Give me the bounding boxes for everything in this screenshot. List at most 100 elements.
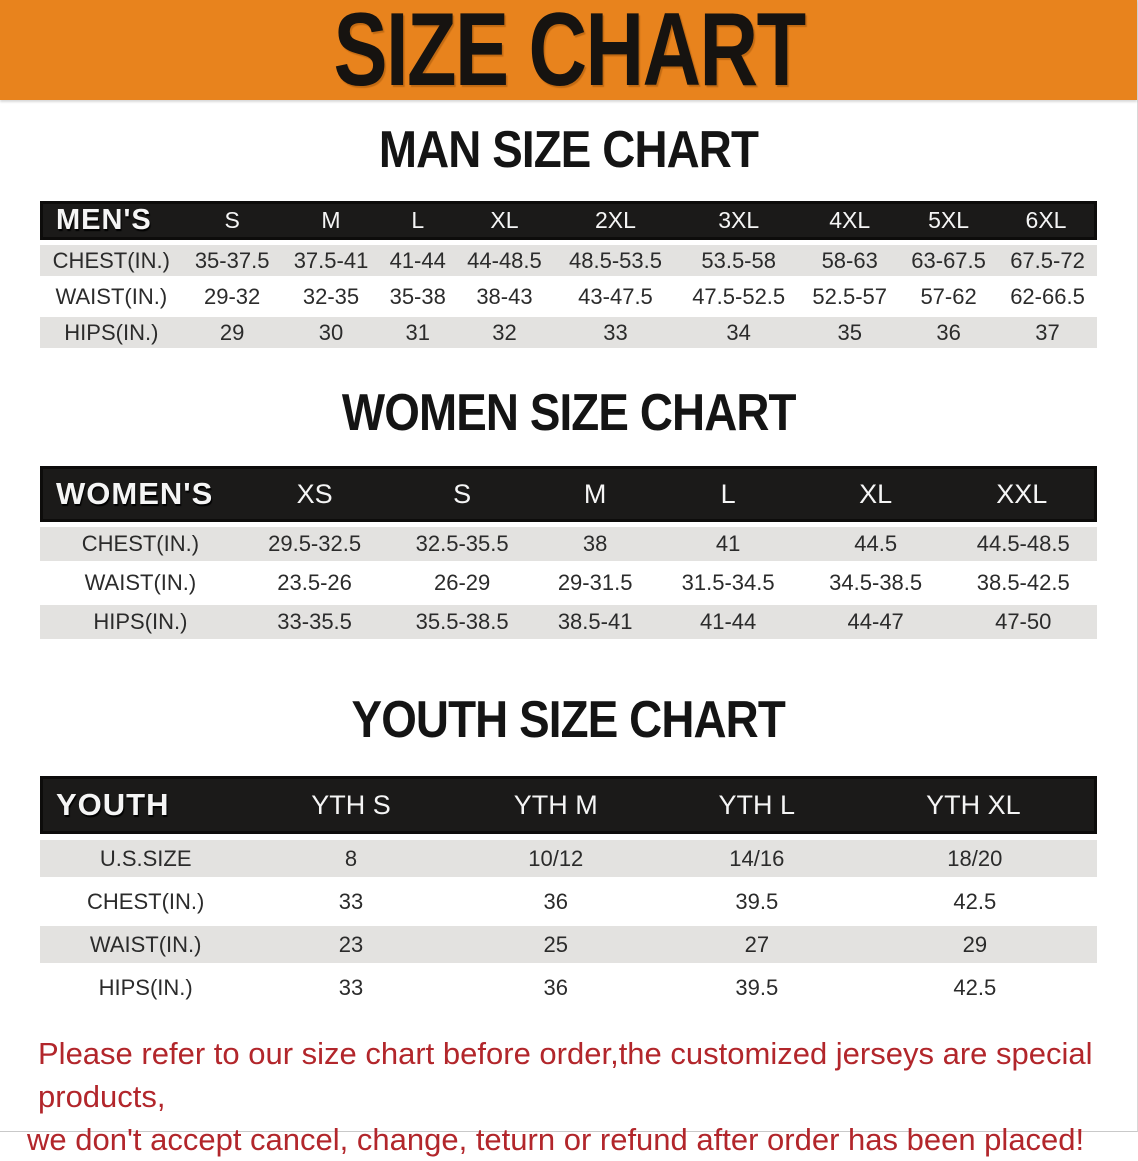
table-header-label: WOMEN'S xyxy=(40,466,241,522)
cell: 33 xyxy=(251,883,451,920)
table-header-label: YOUTH xyxy=(40,776,252,834)
column-header: XL xyxy=(455,201,554,240)
cell: 63-67.5 xyxy=(899,245,999,276)
cell: 48.5-53.5 xyxy=(553,245,678,276)
table-row: CHEST(IN.) 35-37.5 37.5-41 41-44 44-48.5 48.5… xyxy=(40,245,1097,276)
cell: 35-37.5 xyxy=(182,245,282,276)
cell: 33 xyxy=(251,969,451,1006)
row-label: HIPS(IN.) xyxy=(40,969,252,1006)
row-label: CHEST(IN.) xyxy=(40,527,241,561)
cell: 29 xyxy=(852,926,1097,963)
column-header: 3XL xyxy=(677,201,801,240)
table-header-label: MEN'S xyxy=(40,201,183,240)
header-row: MEN'S S M L XL 2XL 3XL 4XL 5XL 6XL xyxy=(40,201,1097,240)
cell: 37.5-41 xyxy=(281,245,381,276)
disclaimer-line-2: we don't accept cancel, change, teturn o… xyxy=(27,1122,1085,1157)
column-header: M xyxy=(281,201,381,240)
cell: 36 xyxy=(450,969,661,1006)
row-label: WAIST(IN.) xyxy=(40,281,183,312)
cell: 41-44 xyxy=(380,245,456,276)
row-label: U.S.SIZE xyxy=(40,840,252,877)
cell: 35.5-38.5 xyxy=(388,605,536,639)
cell: 53.5-58 xyxy=(677,245,801,276)
cell: 44-48.5 xyxy=(455,245,554,276)
cell: 52.5-57 xyxy=(800,281,900,312)
cell: 10/12 xyxy=(450,840,661,877)
cell: 67.5-72 xyxy=(998,245,1097,276)
cell: 32.5-35.5 xyxy=(388,527,536,561)
table-row: CHEST(IN.) 33 36 39.5 42.5 xyxy=(40,883,1097,920)
cell: 62-66.5 xyxy=(998,281,1097,312)
column-header: YTH L xyxy=(660,776,853,834)
row-label: WAIST(IN.) xyxy=(40,926,252,963)
column-header: YTH XL xyxy=(852,776,1097,834)
banner-title: SIZE CHART xyxy=(332,0,806,108)
cell: 29-32 xyxy=(182,281,282,312)
cell: 36 xyxy=(899,317,999,348)
row-label: HIPS(IN.) xyxy=(40,317,183,348)
row-label: HIPS(IN.) xyxy=(40,605,241,639)
column-header: 4XL xyxy=(800,201,900,240)
cell: 32-35 xyxy=(281,281,381,312)
cell: 41 xyxy=(654,527,802,561)
cell: 35 xyxy=(800,317,900,348)
table-row: HIPS(IN.) 29 30 31 32 33 34 35 36 37 xyxy=(40,317,1097,348)
column-header: L xyxy=(654,466,802,522)
women-size-table: WOMEN'S XS S M L XL XXL CHEST(IN.) 29.5-32.5 32.5… xyxy=(0,461,1137,644)
cell: 43-47.5 xyxy=(553,281,678,312)
column-header: M xyxy=(535,466,655,522)
cell: 42.5 xyxy=(852,969,1097,1006)
table-row: WAIST(IN.) 29-32 32-35 35-38 38-43 43-47.5 47.… xyxy=(40,281,1097,312)
size-table: WOMEN'S XS S M L XL XXL CHEST(IN.) 29.5-32.5 32.5… xyxy=(40,461,1097,644)
table-row: HIPS(IN.) 33-35.5 35.5-38.5 38.5-41 41-44 44-… xyxy=(40,605,1097,639)
column-header: YTH S xyxy=(251,776,451,834)
table-row: HIPS(IN.) 33 36 39.5 42.5 xyxy=(40,969,1097,1006)
cell: 47.5-52.5 xyxy=(677,281,801,312)
cell: 37 xyxy=(998,317,1097,348)
disclaimer-text: Please refer to our size chart before or… xyxy=(0,1032,1137,1161)
cell: 34.5-38.5 xyxy=(801,566,950,600)
size-table: MEN'S S M L XL 2XL 3XL 4XL 5XL 6XL CHEST(IN.) 35-37… xyxy=(40,196,1097,353)
cell: 29 xyxy=(182,317,282,348)
column-header: XS xyxy=(240,466,389,522)
cell: 44-47 xyxy=(801,605,950,639)
disclaimer-line-1: Please refer to our size chart before or… xyxy=(38,1036,1093,1114)
column-header: 6XL xyxy=(998,201,1097,240)
cell: 23 xyxy=(251,926,451,963)
header-row: WOMEN'S XS S M L XL XXL xyxy=(40,466,1097,522)
cell: 38-43 xyxy=(455,281,554,312)
cell: 34 xyxy=(677,317,801,348)
table-row: U.S.SIZE 8 10/12 14/16 18/20 xyxy=(40,840,1097,877)
column-header: L xyxy=(380,201,456,240)
cell: 38.5-41 xyxy=(535,605,655,639)
header-row: YOUTH YTH S YTH M YTH L YTH XL xyxy=(40,776,1097,834)
cell: 30 xyxy=(281,317,381,348)
men-size-table: MEN'S S M L XL 2XL 3XL 4XL 5XL 6XL CHEST(IN.) 35-37… xyxy=(0,196,1137,353)
youth-size-chart-heading: YOUTH SIZE CHART xyxy=(351,691,786,749)
cell: 41-44 xyxy=(654,605,802,639)
cell: 31 xyxy=(380,317,456,348)
cell: 36 xyxy=(450,883,661,920)
cell: 32 xyxy=(455,317,554,348)
cell: 42.5 xyxy=(852,883,1097,920)
women-size-chart-heading: WOMEN SIZE CHART xyxy=(341,384,797,442)
cell: 23.5-26 xyxy=(240,566,389,600)
column-header: XXL xyxy=(949,466,1097,522)
cell: 39.5 xyxy=(660,883,853,920)
cell: 25 xyxy=(450,926,661,963)
cell: 29.5-32.5 xyxy=(240,527,389,561)
column-header: S xyxy=(182,201,282,240)
cell: 38.5-42.5 xyxy=(949,566,1097,600)
man-size-chart-heading: MAN SIZE CHART xyxy=(378,121,759,179)
column-header: XL xyxy=(801,466,950,522)
cell: 35-38 xyxy=(380,281,456,312)
cell: 27 xyxy=(660,926,853,963)
cell: 44.5-48.5 xyxy=(949,527,1097,561)
cell: 18/20 xyxy=(852,840,1097,877)
cell: 47-50 xyxy=(949,605,1097,639)
row-label: WAIST(IN.) xyxy=(40,566,241,600)
size-table: YOUTH YTH S YTH M YTH L YTH XL U.S.SIZE 8 10/12… xyxy=(40,770,1097,1012)
column-header: S xyxy=(388,466,536,522)
cell: 26-29 xyxy=(388,566,536,600)
cell: 33 xyxy=(553,317,678,348)
